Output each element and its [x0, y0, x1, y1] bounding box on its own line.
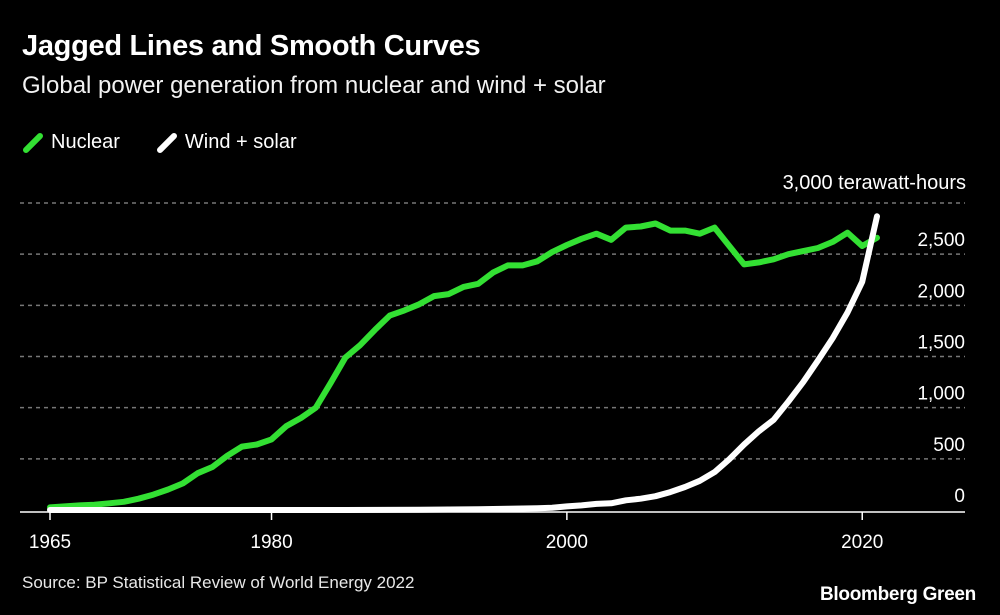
x-tick-label-2000: 2000 [546, 532, 588, 553]
y-tick-label-1000: 1,000 [917, 384, 965, 405]
y-tick-label-2500: 2,500 [917, 230, 965, 251]
legend-swatch-wind-solar-icon [156, 132, 178, 154]
x-tick-label-1965: 1965 [29, 532, 71, 553]
source-note: Source: BP Statistical Review of World E… [22, 573, 415, 592]
legend-item-wind-solar: Wind + solar [156, 131, 297, 154]
x-tick-label-2020: 2020 [841, 532, 883, 553]
series-line-wind-solar [47, 213, 880, 513]
legend: Nuclear Wind + solar [22, 131, 333, 154]
y-tick-label-1500: 1,500 [917, 333, 965, 354]
legend-label-nuclear: Nuclear [51, 131, 120, 153]
y-tick-label-0: 0 [954, 486, 965, 507]
series-line-nuclear [47, 220, 880, 511]
legend-label-wind-solar: Wind + solar [184, 131, 297, 153]
x-tick-label-1980: 1980 [250, 532, 292, 553]
legend-swatch-nuclear-icon [22, 132, 44, 154]
chart-subtitle: Global power generation from nuclear and… [22, 72, 606, 99]
y-tick-label-500: 500 [933, 435, 965, 456]
legend-item-nuclear: Nuclear [22, 131, 120, 154]
y-tick-label-2000: 2,000 [917, 281, 965, 302]
chart-title: Jagged Lines and Smooth Curves [22, 30, 481, 62]
brand-logo: Bloomberg Green [820, 584, 976, 605]
y-axis-unit-label: 3,000 terawatt-hours [782, 172, 966, 194]
